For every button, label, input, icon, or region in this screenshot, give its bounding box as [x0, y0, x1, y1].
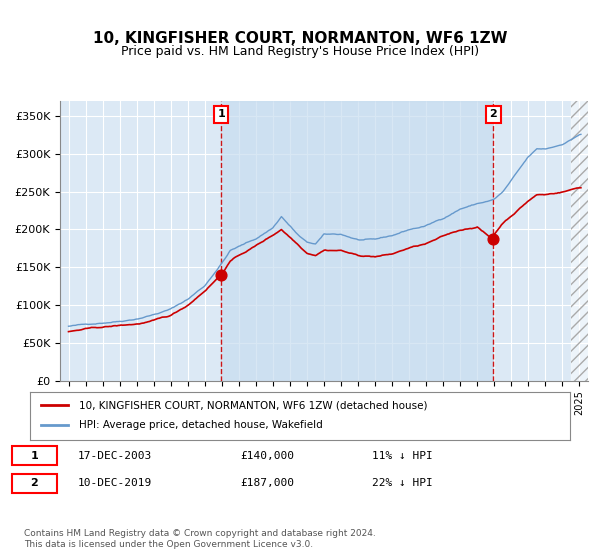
FancyBboxPatch shape	[12, 474, 57, 493]
Text: £187,000: £187,000	[240, 478, 294, 488]
Text: 1: 1	[217, 109, 225, 119]
Text: Price paid vs. HM Land Registry's House Price Index (HPI): Price paid vs. HM Land Registry's House …	[121, 45, 479, 58]
Text: 17-DEC-2003: 17-DEC-2003	[78, 451, 152, 461]
Text: 11% ↓ HPI: 11% ↓ HPI	[372, 451, 433, 461]
Text: 10, KINGFISHER COURT, NORMANTON, WF6 1ZW: 10, KINGFISHER COURT, NORMANTON, WF6 1ZW	[93, 31, 507, 46]
Text: 1: 1	[31, 451, 38, 461]
Text: 2: 2	[31, 478, 38, 488]
Text: 10-DEC-2019: 10-DEC-2019	[78, 478, 152, 488]
Text: 10, KINGFISHER COURT, NORMANTON, WF6 1ZW (detached house): 10, KINGFISHER COURT, NORMANTON, WF6 1ZW…	[79, 400, 427, 410]
Bar	[571, 101, 588, 381]
Text: £140,000: £140,000	[240, 451, 294, 461]
Bar	[571, 101, 588, 381]
Bar	[221, 101, 493, 381]
FancyBboxPatch shape	[12, 446, 57, 465]
Text: 22% ↓ HPI: 22% ↓ HPI	[372, 478, 433, 488]
Point	[217, 270, 226, 279]
Text: Contains HM Land Registry data © Crown copyright and database right 2024.
This d: Contains HM Land Registry data © Crown c…	[24, 529, 376, 549]
Text: 2: 2	[490, 109, 497, 119]
Point	[488, 235, 498, 244]
Text: HPI: Average price, detached house, Wakefield: HPI: Average price, detached house, Wake…	[79, 421, 322, 430]
